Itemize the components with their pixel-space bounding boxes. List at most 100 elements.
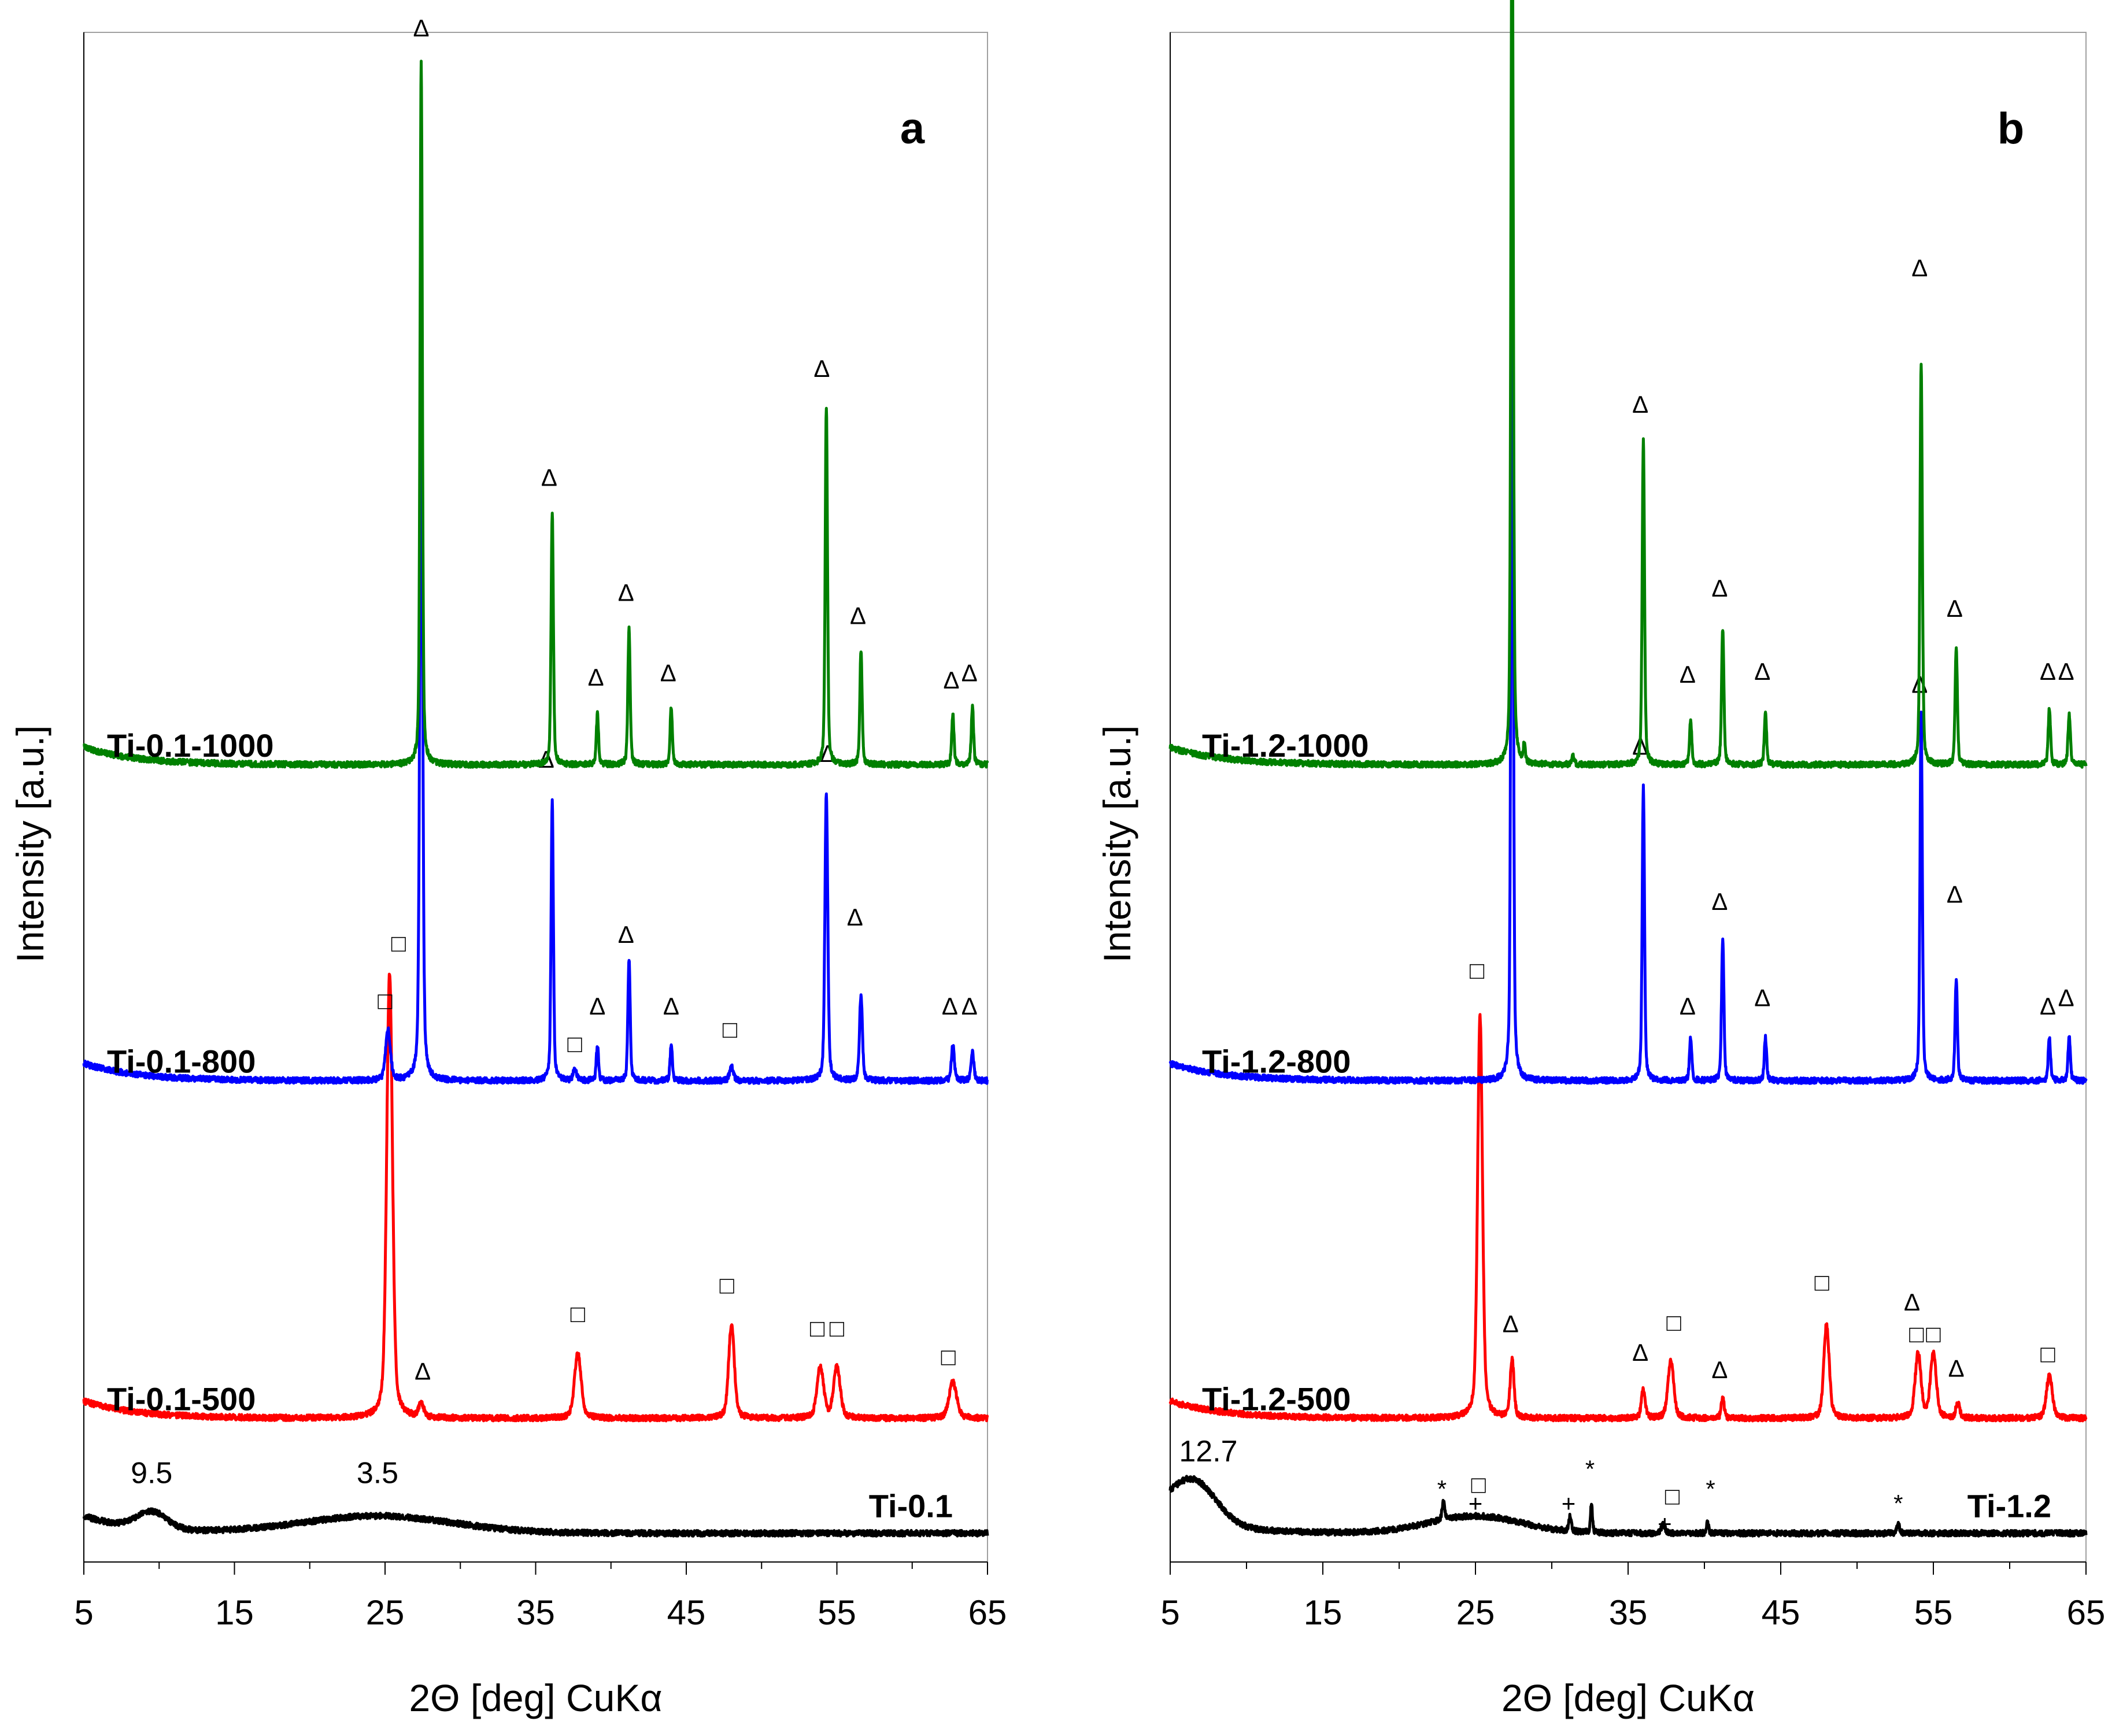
series-line: [1168, 187, 2088, 1085]
series-line: [82, 972, 989, 1423]
phase-marker: □: [1926, 1320, 1941, 1348]
phase-marker: Δ: [813, 355, 830, 382]
phase-marker: Δ: [588, 664, 604, 691]
x-tick-label: 55: [818, 1593, 856, 1632]
phase-marker: Δ: [2040, 993, 2056, 1020]
y-axis-title: Intensity [a.u.]: [9, 726, 51, 963]
phase-marker: Δ: [847, 904, 863, 931]
phase-marker: □: [2040, 1341, 2055, 1368]
phase-marker: Δ: [1711, 575, 1728, 602]
phase-marker: Δ: [1680, 661, 1696, 688]
phase-marker: Δ: [589, 993, 605, 1020]
phase-marker: □: [571, 1300, 586, 1327]
phase-marker: □: [378, 987, 393, 1014]
phase-marker: Δ: [1632, 1339, 1648, 1366]
phase-marker: Δ: [2058, 984, 2074, 1011]
phase-marker: Δ: [1632, 391, 1648, 418]
phase-marker: Δ: [1680, 993, 1696, 1020]
phase-marker: Δ: [663, 993, 679, 1020]
peak-position-annotation: 9.5: [131, 1456, 172, 1490]
phase-marker: □: [720, 1271, 735, 1298]
x-tick-label: 15: [1304, 1593, 1342, 1632]
phase-marker: Δ: [1947, 595, 1963, 622]
phase-marker: □: [1815, 1268, 1830, 1295]
phase-marker: Δ: [850, 602, 866, 629]
panel-label: b: [1998, 104, 2024, 153]
series-label: Ti-1.2-500: [1202, 1381, 1351, 1417]
phase-marker: □: [568, 1030, 583, 1057]
x-tick-label: 45: [1762, 1593, 1800, 1632]
phase-marker: Δ: [415, 1357, 431, 1385]
series-label: Ti-0.1-500: [107, 1381, 256, 1417]
x-tick-label: 55: [1914, 1593, 1953, 1632]
series-label: Ti-0.1-800: [107, 1043, 256, 1080]
phase-marker: Δ: [1711, 1356, 1728, 1383]
phase-marker: Δ: [660, 660, 676, 687]
series-line: [1168, 0, 2088, 769]
panel-a: 5 15 25 35 45 55 65 2Θ [deg] CuKα Intensity [a.u…: [9, 14, 1007, 1719]
series-label: Ti-1.2-800: [1202, 1043, 1351, 1080]
y-axis-title: Intensity [a.u.]: [1096, 726, 1138, 963]
phase-marker: +: [1562, 1490, 1576, 1517]
x-tick-label: 65: [968, 1593, 1007, 1632]
phase-marker: □: [1470, 957, 1485, 984]
phase-marker: □: [1909, 1320, 1924, 1348]
series-line: [1168, 1013, 2088, 1423]
phase-marker: Δ: [1754, 984, 1770, 1011]
series-line: [1168, 1475, 2088, 1538]
phase-marker: Δ: [1711, 888, 1728, 915]
phase-marker: *: [1706, 1475, 1715, 1502]
phase-marker: □: [723, 1016, 738, 1043]
phase-marker: *: [1893, 1490, 1903, 1517]
phase-marker: □: [1665, 1483, 1680, 1510]
phase-marker: □: [391, 930, 406, 957]
x-tick-label: 65: [2067, 1593, 2106, 1632]
phase-marker: Δ: [1503, 1310, 1519, 1337]
phase-marker: Δ: [541, 464, 557, 491]
x-tick-label: 25: [1456, 1593, 1495, 1632]
phase-marker: □: [941, 1343, 956, 1371]
phase-marker: Δ: [1948, 1354, 1965, 1382]
series-label: Ti-1.2-1000: [1202, 727, 1369, 764]
x-tick-label: 25: [366, 1593, 405, 1632]
series-label: Ti-1.2: [1967, 1487, 2051, 1524]
peak-position-annotation: 12.7: [1179, 1435, 1237, 1468]
phase-marker: Δ: [618, 921, 634, 948]
phase-marker: Δ: [1947, 880, 1963, 908]
x-tick-label: 5: [1160, 1593, 1179, 1632]
phase-marker: Δ: [961, 660, 978, 687]
phase-marker: □: [830, 1315, 845, 1342]
panel-b: 5 15 25 35 45 55 65 2Θ [deg] CuKα Intensity [a.u…: [1096, 0, 2105, 1719]
phase-marker: +: [1469, 1490, 1483, 1517]
phase-marker: Δ: [1904, 1289, 1920, 1316]
phase-marker: +: [1658, 1510, 1672, 1537]
series-label: Ti-0.1: [869, 1487, 953, 1524]
series-line: [82, 60, 989, 769]
phase-marker: Δ: [943, 667, 959, 694]
phase-marker: *: [1585, 1455, 1595, 1482]
phase-marker: Δ: [618, 579, 634, 606]
x-tick-label: 45: [667, 1593, 706, 1632]
x-axis-title: 2Θ [deg] CuKα: [1501, 1676, 1755, 1719]
phase-marker: Δ: [1911, 254, 1928, 282]
x-tick-label: 35: [516, 1593, 555, 1632]
x-tick-label: 15: [215, 1593, 254, 1632]
phase-marker: Δ: [2058, 658, 2074, 685]
phase-marker: Δ: [413, 14, 429, 42]
phase-marker: Δ: [1754, 658, 1770, 685]
phase-marker: Δ: [961, 993, 978, 1020]
phase-marker: Δ: [2040, 658, 2056, 685]
panel-label: a: [900, 104, 925, 153]
phase-marker: Δ: [942, 993, 958, 1020]
series-label: Ti-0.1-1000: [107, 727, 273, 764]
phase-marker: □: [810, 1315, 825, 1342]
series-line: [82, 1507, 989, 1538]
peak-position-annotation: 3.5: [357, 1456, 398, 1490]
phase-marker: □: [1471, 1471, 1486, 1498]
x-tick-label: 35: [1609, 1593, 1648, 1632]
x-tick-label: 5: [74, 1593, 93, 1632]
phase-marker: *: [1437, 1475, 1447, 1502]
x-axis-title: 2Θ [deg] CuKα: [409, 1676, 662, 1719]
